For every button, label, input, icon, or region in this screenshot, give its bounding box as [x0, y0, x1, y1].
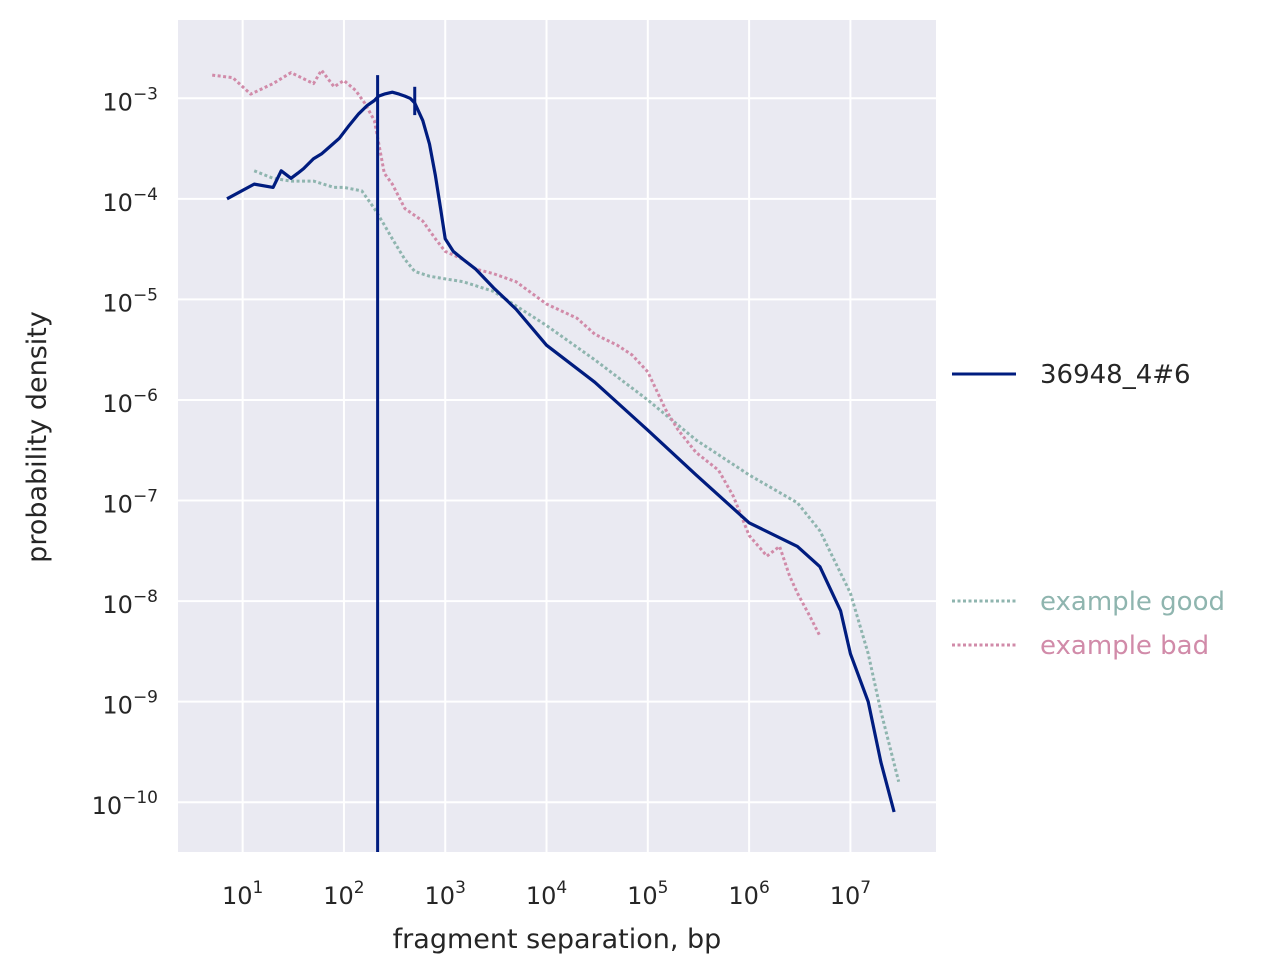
x-tick-labels: 101 102 103 104 105 106 107: [222, 878, 871, 910]
legend-label: 36948_4#6: [1040, 360, 1191, 390]
series-line-example-good: [253, 169, 901, 783]
x-axis-label: fragment separation, bp: [393, 924, 722, 955]
y-tick-label: 10−7: [102, 487, 158, 519]
y-tick-label: 10−9: [102, 688, 158, 720]
plot-area: [178, 20, 936, 852]
x-tick-label: 103: [425, 878, 466, 910]
y-axis-label: probability density: [22, 311, 53, 563]
y-tick-label: 10−8: [102, 587, 158, 619]
grid: [178, 20, 936, 852]
y-tick-label: 10−6: [102, 386, 158, 418]
series-layer: [212, 68, 901, 852]
legend-label: example bad: [1040, 631, 1209, 661]
legend-label: example good: [1040, 587, 1225, 617]
series-line-sample: [226, 90, 896, 813]
